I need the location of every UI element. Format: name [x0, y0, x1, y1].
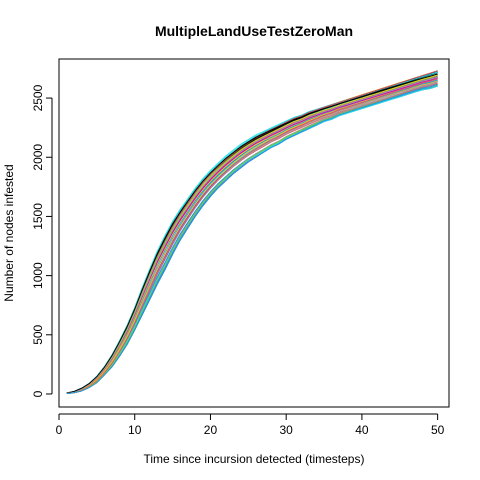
y-tick-label: 0	[31, 390, 45, 397]
series-line	[66, 83, 438, 395]
y-tick-label: 1000	[31, 262, 45, 289]
x-tick-label: 40	[355, 423, 369, 437]
x-tick-label: 0	[56, 423, 63, 437]
series-line	[66, 84, 438, 395]
x-tick-label: 10	[128, 423, 142, 437]
x-tick-label: 20	[204, 423, 218, 437]
plot-frame	[58, 58, 450, 408]
chart-title: MultipleLandUseTestZeroMan	[155, 23, 353, 39]
y-tick-label: 2500	[31, 84, 45, 111]
series-lines	[66, 70, 438, 395]
series-line	[66, 78, 438, 394]
series-line	[66, 77, 438, 394]
x-tick-label: 30	[280, 423, 294, 437]
y-tick-label: 2000	[31, 144, 45, 171]
x-tick-label: 50	[431, 423, 445, 437]
series-line	[66, 85, 438, 394]
y-tick-label: 1500	[31, 203, 45, 230]
y-axis-label: Number of nodes infested	[2, 164, 16, 301]
y-tick-label: 500	[31, 324, 45, 344]
series-line	[66, 81, 438, 394]
series-line	[66, 76, 438, 394]
x-axis-label: Time since incursion detected (timesteps…	[144, 452, 365, 466]
series-line	[66, 73, 438, 394]
